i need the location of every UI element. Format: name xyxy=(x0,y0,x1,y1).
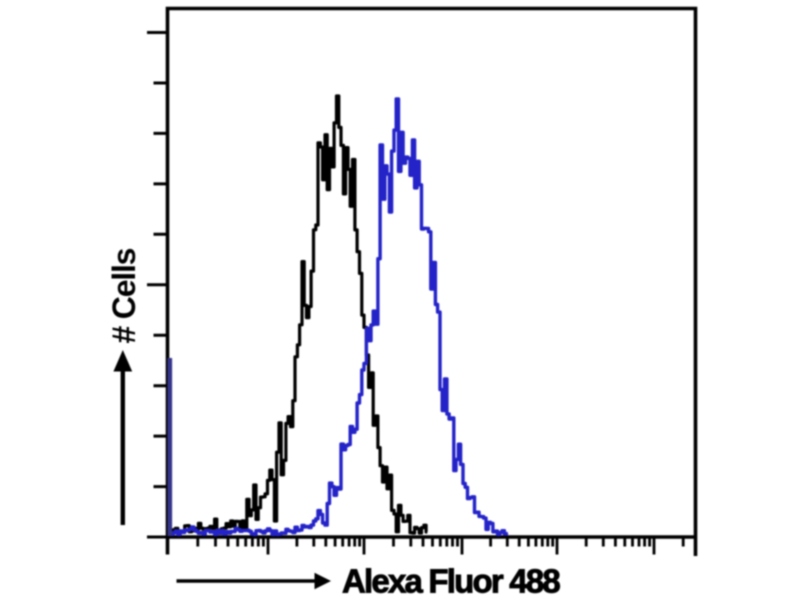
svg-text:# Cells: # Cells xyxy=(106,248,142,343)
svg-text:Alexa Fluor 488: Alexa Fluor 488 xyxy=(342,563,560,600)
